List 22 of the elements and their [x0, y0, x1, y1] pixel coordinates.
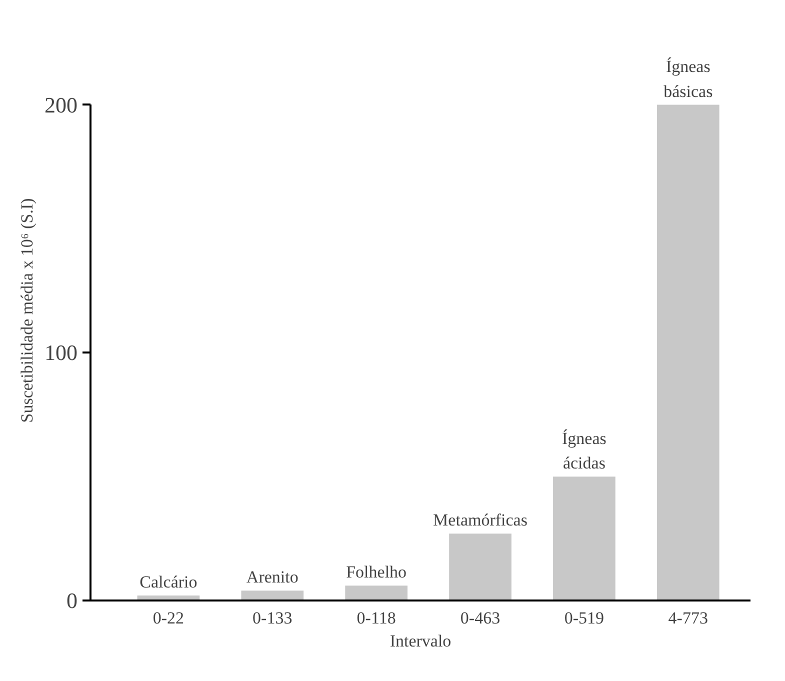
x-tick-label: 0-519: [564, 608, 604, 628]
annotation: Arenito: [246, 568, 298, 587]
y-tick-label: 200: [44, 92, 78, 118]
annotation: Calcário: [140, 572, 198, 592]
y-tick-label: 100: [44, 340, 78, 366]
bar: [241, 590, 304, 600]
bar: [449, 534, 512, 600]
annotation: Folhelho: [346, 562, 407, 582]
x-axis-title: Intervalo: [390, 632, 452, 650]
y-tick-label: 0: [66, 588, 78, 613]
x-tick-label: 0-463: [460, 608, 500, 628]
x-tick-label: 4-773: [668, 608, 708, 628]
y-axis-title: Suscetibilidade média x 10⁶ (S.I): [18, 198, 36, 423]
annotation: Metamórficas: [433, 510, 528, 530]
x-tick-label: 0-22: [152, 608, 184, 628]
bar: [553, 476, 616, 600]
x-tick-label: 0-133: [252, 608, 292, 628]
annotation: Ígneas básicas: [664, 57, 713, 101]
annotation: Ígneas ácidas: [562, 428, 606, 473]
bar: [345, 586, 408, 600]
x-tick-label: 0-118: [356, 608, 396, 628]
bar: [656, 104, 720, 600]
